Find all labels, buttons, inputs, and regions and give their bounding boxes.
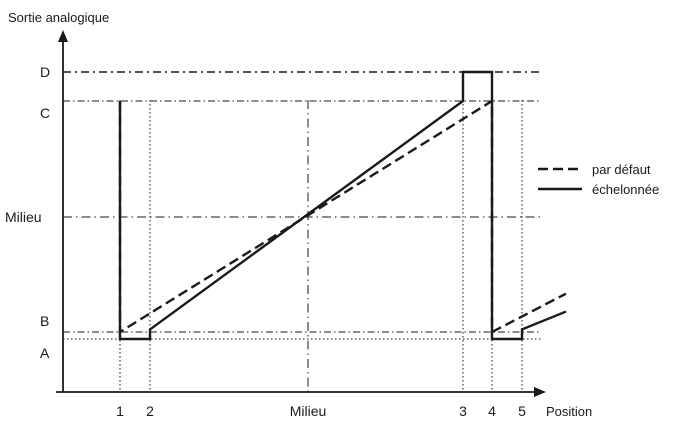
y-label-a: A	[40, 345, 50, 361]
x-label-1: 1	[116, 403, 124, 419]
x-label-4: 4	[488, 403, 496, 419]
y-axis-title: Sortie analogique	[8, 10, 109, 25]
y-label-c: C	[40, 105, 50, 121]
x-label-3: 3	[459, 403, 467, 419]
x-axis-title: Position	[546, 404, 592, 419]
y-labels: AB Milieu C D	[5, 64, 50, 361]
y-label-b: B	[40, 313, 49, 329]
x-axis-arrow	[534, 387, 546, 397]
x-label-milieu: Milieu	[290, 403, 327, 419]
axes	[56, 30, 546, 397]
x-label-2: 2	[146, 403, 154, 419]
y-label-milieu: Milieu	[5, 209, 42, 225]
x-label-5: 5	[518, 403, 526, 419]
series-line-2	[118, 70, 567, 341]
y-label-d: D	[40, 64, 50, 80]
legend-label-1: par défaut	[592, 162, 651, 177]
x-labels: 1 2 Milieu 3 4 5	[116, 403, 526, 419]
legend-label-2: échelonnée	[592, 182, 659, 197]
legend: par défaut échelonnée	[538, 162, 659, 197]
y-axis-arrow	[58, 30, 68, 42]
guide-lines	[63, 71, 541, 392]
series	[118, 70, 567, 341]
